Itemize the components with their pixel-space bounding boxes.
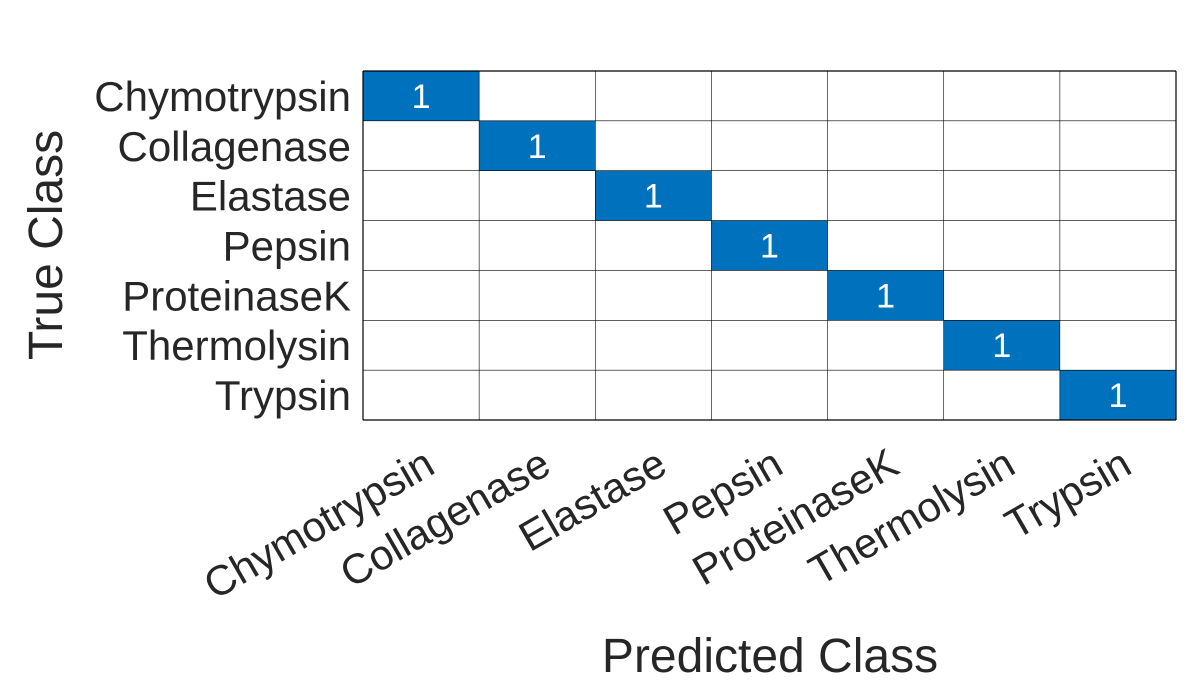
matrix-cell	[1059, 370, 1176, 420]
matrix-cell	[479, 270, 596, 321]
matrix-cell	[711, 370, 828, 420]
matrix-cell	[711, 320, 828, 371]
matrix-cell	[711, 120, 828, 171]
matrix-cell	[479, 220, 596, 271]
matrix-cell	[479, 120, 596, 171]
matrix-cell	[711, 71, 828, 121]
matrix-cell	[711, 170, 828, 221]
cell-value-label: 1	[1108, 377, 1127, 415]
matrix-cell	[1059, 120, 1176, 171]
matrix-cell	[595, 220, 712, 271]
matrix-cell	[479, 370, 596, 420]
matrix-cell	[711, 270, 828, 321]
y-tick-label: Chymotrypsin	[94, 73, 351, 120]
matrix-cells	[363, 71, 1176, 420]
x-tick-labels: ChymotrypsinCollagenaseElastasePepsinPro…	[196, 439, 1139, 608]
matrix-cell	[595, 370, 712, 420]
y-tick-label: Thermolysin	[122, 322, 351, 369]
matrix-cell	[363, 220, 480, 271]
matrix-cell	[943, 170, 1060, 221]
matrix-cell	[827, 71, 944, 121]
matrix-cell	[595, 320, 712, 371]
y-tick-label: Elastase	[190, 173, 351, 220]
cell-value-label: 1	[876, 277, 895, 315]
matrix-cell	[1059, 71, 1176, 121]
x-axis-label: Predicted Class	[602, 630, 938, 683]
matrix-cell	[827, 320, 944, 371]
y-tick-label: Pepsin	[223, 223, 351, 270]
matrix-cell	[1059, 270, 1176, 321]
matrix-cell	[479, 320, 596, 371]
matrix-cell	[827, 270, 944, 321]
matrix-cell	[595, 120, 712, 171]
matrix-cell	[711, 220, 828, 271]
matrix-cell	[827, 220, 944, 271]
matrix-cell	[943, 270, 1060, 321]
cell-value-label: 1	[992, 327, 1011, 365]
matrix-cell	[943, 220, 1060, 271]
matrix-cell	[363, 71, 480, 121]
matrix-cell	[363, 270, 480, 321]
cell-value-label: 1	[760, 228, 779, 266]
matrix-cell	[943, 370, 1060, 420]
matrix-cell	[827, 170, 944, 221]
y-tick-label: Trypsin	[215, 372, 351, 419]
matrix-cell	[479, 71, 596, 121]
matrix-cell	[363, 170, 480, 221]
y-axis-label: True Class	[20, 130, 73, 360]
matrix-cell	[479, 170, 596, 221]
matrix-cell	[363, 120, 480, 171]
x-tick-label: Trypsin	[997, 439, 1138, 548]
matrix-cell	[943, 120, 1060, 171]
matrix-cell	[595, 170, 712, 221]
y-tick-label: Collagenase	[117, 123, 351, 170]
y-tick-labels: ChymotrypsinCollagenaseElastasePepsinPro…	[94, 73, 351, 419]
matrix-cell	[827, 120, 944, 171]
cell-value-label: 1	[412, 78, 431, 116]
matrix-cell	[943, 320, 1060, 371]
matrix-cell	[363, 370, 480, 420]
matrix-cell	[595, 71, 712, 121]
matrix-cell	[943, 71, 1060, 121]
cell-value-label: 1	[644, 178, 663, 216]
y-tick-label: ProteinaseK	[122, 272, 351, 319]
matrix-cell	[1059, 170, 1176, 221]
matrix-cell-values: 1 1 1 1 1 1 1	[412, 78, 1128, 415]
matrix-cell	[595, 270, 712, 321]
cell-value-label: 1	[528, 128, 547, 166]
matrix-cell	[1059, 220, 1176, 271]
matrix-cell	[1059, 320, 1176, 371]
matrix-grid	[362, 70, 1177, 421]
matrix-cell	[827, 370, 944, 420]
matrix-cell	[363, 320, 480, 371]
